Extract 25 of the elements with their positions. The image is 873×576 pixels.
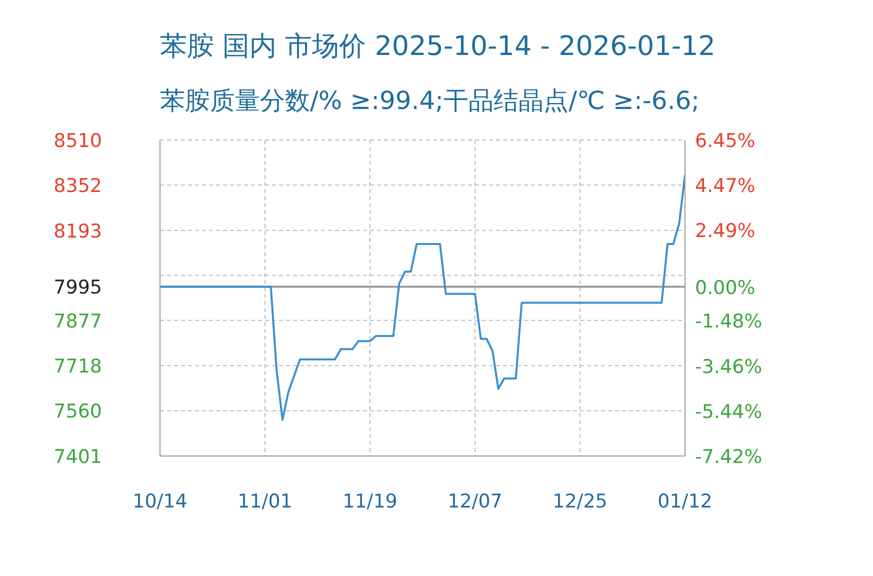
x-tick-label: 12/07	[448, 490, 502, 512]
line-series	[160, 174, 685, 421]
y-tick-label: 8510	[54, 130, 102, 152]
y2-tick-label: -3.46%	[695, 356, 762, 378]
y2-tick-label: -1.48%	[695, 310, 762, 333]
y2-tick-label: -5.44%	[695, 400, 762, 423]
y-tick-label: 7718	[54, 356, 102, 378]
x-tick-label: 11/01	[238, 490, 292, 512]
x-tick-label: 10/14	[132, 490, 188, 512]
y-tick-label: 8193	[54, 220, 102, 242]
y-tick-label: 8352	[54, 175, 102, 198]
chart-title: 苯胺 国内 市场价 2025-10-14 - 2026-01-12	[160, 30, 716, 64]
y-tick-label: 7401	[54, 446, 102, 468]
chart-subtitle: 苯胺质量分数/% ≥:99.4;干品结晶点/℃ ≥:-6.6;	[160, 85, 700, 117]
y-tick-label: 7560	[54, 400, 102, 423]
y2-tick-label: 2.49%	[695, 220, 756, 242]
x-tick-label: 11/19	[342, 490, 398, 512]
x-tick-label: 12/25	[552, 490, 608, 512]
y2-tick-label: 6.45%	[695, 130, 756, 152]
y2-tick-label: 4.47%	[695, 175, 756, 198]
y-tick-label: 7877	[54, 310, 102, 332]
y2-tick-label: 0.00%	[695, 276, 756, 299]
x-tick-label: 01/12	[658, 490, 712, 512]
y2-tick-label: -7.42%	[695, 446, 762, 468]
y-tick-label: 7995	[54, 276, 102, 299]
